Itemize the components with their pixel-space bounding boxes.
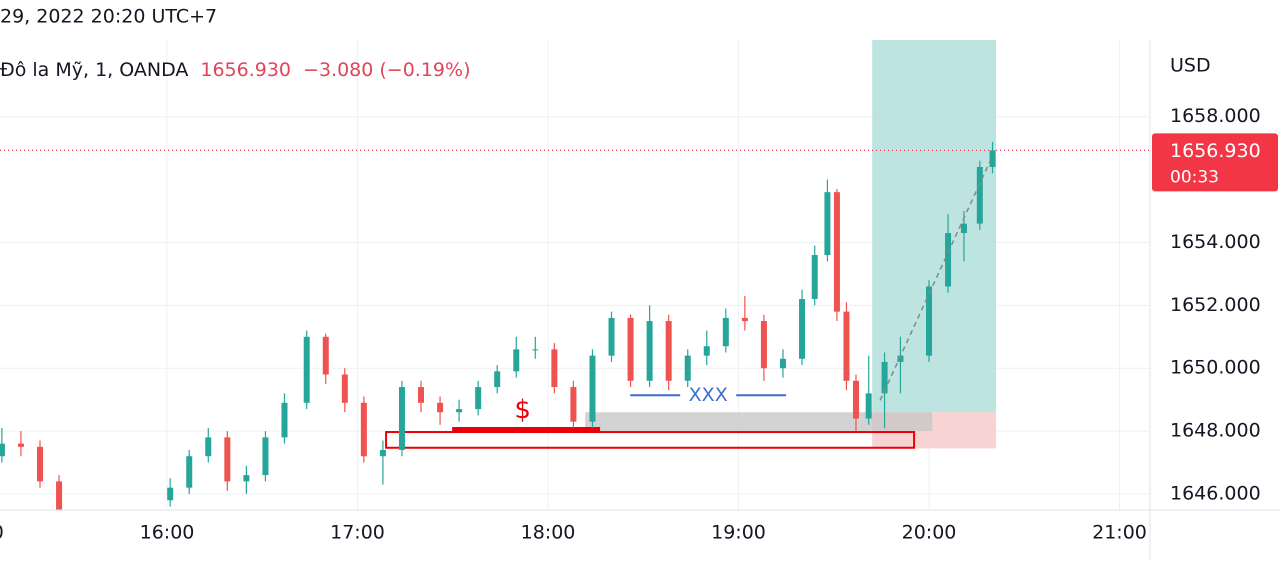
candle-body bbox=[262, 437, 269, 476]
price-badge-countdown: 00:33 bbox=[1170, 167, 1219, 187]
legend-change: −3.080 (−0.19%) bbox=[303, 59, 470, 81]
candle-body bbox=[779, 358, 786, 369]
candle-body bbox=[475, 387, 482, 410]
annotation: $ bbox=[514, 395, 531, 425]
candle-body bbox=[456, 409, 463, 413]
candle-body bbox=[627, 317, 634, 381]
candle-body bbox=[513, 349, 520, 372]
legend-price: 1656.930 bbox=[200, 59, 291, 81]
candle-body bbox=[341, 374, 348, 403]
y-tick-label: 1650.000 bbox=[1170, 357, 1261, 379]
annotation: XXX bbox=[689, 384, 728, 406]
candle-body bbox=[741, 317, 748, 322]
candle-body bbox=[976, 167, 983, 224]
candle-body bbox=[17, 443, 24, 447]
candle-body bbox=[570, 387, 577, 422]
candle-body bbox=[551, 349, 558, 388]
candle-body bbox=[833, 192, 840, 312]
zone bbox=[585, 412, 933, 432]
y-tick-label: 1646.000 bbox=[1170, 482, 1261, 504]
candle-body bbox=[960, 223, 967, 234]
candle-body bbox=[843, 311, 850, 381]
candle-body bbox=[37, 446, 44, 482]
x-tick-label: 17:00 bbox=[330, 522, 385, 544]
candle-body bbox=[646, 321, 653, 381]
candle-body bbox=[760, 321, 767, 369]
candle-body bbox=[0, 443, 5, 457]
axis-label: USD bbox=[1170, 55, 1211, 77]
candle-body bbox=[205, 437, 212, 457]
candle-body bbox=[56, 481, 63, 510]
candle-body bbox=[684, 355, 691, 381]
legend-symbol: Đô la Mỹ, 1, OANDA bbox=[0, 59, 188, 81]
x-tick-label: 21:00 bbox=[1092, 522, 1147, 544]
price-badge bbox=[1152, 133, 1278, 192]
candle-body bbox=[881, 361, 888, 394]
y-tick-label: 1648.000 bbox=[1170, 420, 1261, 442]
candle-body bbox=[281, 402, 288, 438]
legend-symbol: Đô la Mỹ, 1, OANDA 1656.930 −3.080 (−0.19%… bbox=[0, 59, 471, 81]
candle-body bbox=[824, 192, 831, 256]
plot-area: XXX $ bbox=[0, 40, 1150, 510]
price-badge-value: 1656.930 bbox=[1170, 140, 1261, 162]
candle-body bbox=[167, 487, 174, 501]
candle-body bbox=[494, 371, 501, 388]
y-tick-label: 1654.000 bbox=[1170, 231, 1261, 253]
candle-body bbox=[897, 355, 904, 362]
x-tick-label: 18:00 bbox=[521, 522, 576, 544]
y-tick-label: 1652.000 bbox=[1170, 294, 1261, 316]
candle-body bbox=[852, 380, 859, 419]
candle-body bbox=[322, 336, 329, 375]
candle-body bbox=[865, 393, 872, 419]
candle-body bbox=[589, 355, 596, 422]
x-tick-label: 19:00 bbox=[711, 522, 766, 544]
x-tick-label: 20:00 bbox=[902, 522, 957, 544]
x-tick-label: 15:00 bbox=[0, 522, 4, 544]
y-tick-label: 1658.000 bbox=[1170, 105, 1261, 127]
candle-body bbox=[811, 255, 818, 300]
position-profit bbox=[872, 40, 997, 413]
candle-body bbox=[989, 150, 996, 168]
chart-title: 29, 2022 20:20 UTC+7 bbox=[0, 6, 217, 28]
candle-body bbox=[437, 402, 444, 413]
candle-body bbox=[303, 336, 310, 403]
trend-line bbox=[879, 160, 991, 401]
candle-body bbox=[224, 437, 231, 482]
zone bbox=[385, 431, 916, 449]
candle-body bbox=[799, 299, 806, 359]
candle-body bbox=[379, 449, 386, 457]
candle-body bbox=[398, 387, 405, 450]
candle-body bbox=[945, 233, 952, 287]
candle-body bbox=[186, 456, 193, 488]
candle-body bbox=[926, 286, 933, 356]
candle-body bbox=[608, 317, 615, 356]
candle-body bbox=[418, 387, 425, 403]
candle-body bbox=[665, 321, 672, 381]
candle-body bbox=[532, 349, 539, 351]
candle-body bbox=[243, 475, 250, 482]
candle-body bbox=[360, 402, 367, 457]
x-tick-label: 16:00 bbox=[140, 522, 195, 544]
candle-body bbox=[722, 317, 729, 347]
candle-body bbox=[703, 346, 710, 356]
